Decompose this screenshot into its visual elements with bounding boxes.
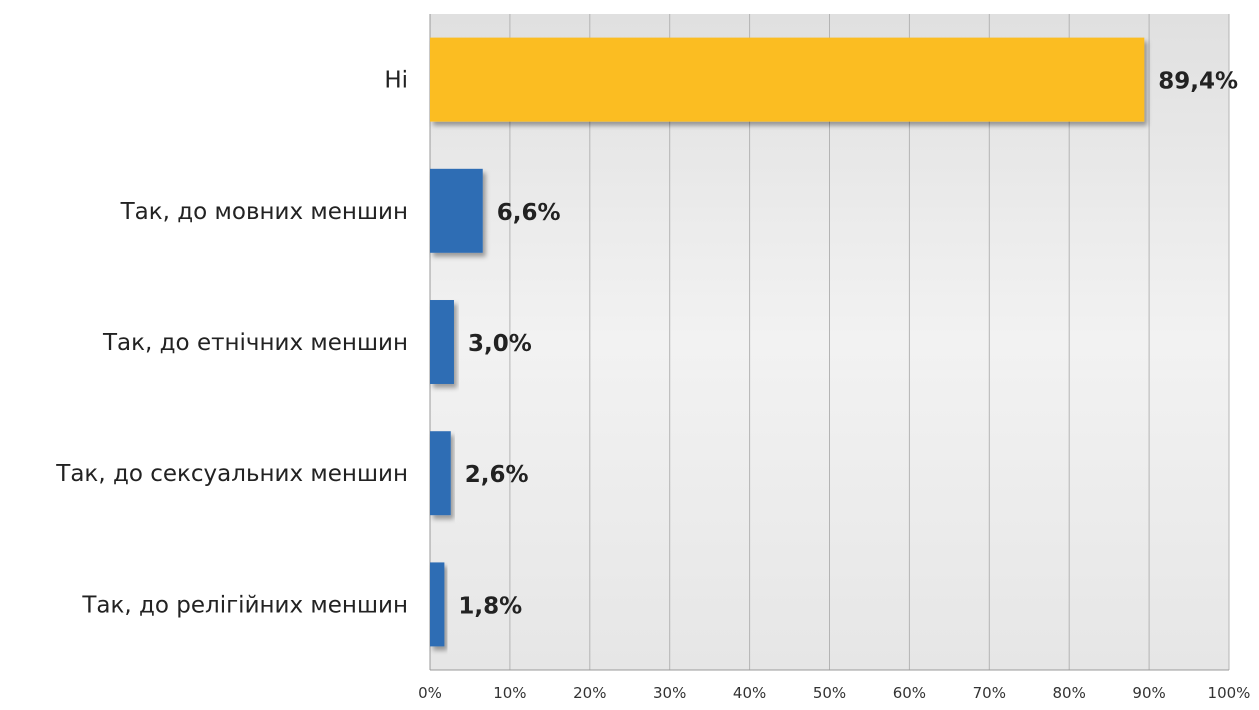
category-label: Ні <box>384 68 408 94</box>
data-label: 89,4% <box>1158 69 1238 95</box>
x-tick-label: 30% <box>653 684 686 702</box>
bar <box>430 431 451 516</box>
x-tick-label: 80% <box>1053 684 1086 702</box>
category-label: Так, до релігійних меншин <box>81 592 408 618</box>
x-tick-label: 0% <box>418 684 442 702</box>
category-label: Так, до етнічних меншин <box>102 330 408 356</box>
x-tick-label: 40% <box>733 684 766 702</box>
bar <box>430 562 445 647</box>
x-tick-label: 100% <box>1208 684 1251 702</box>
bar <box>430 37 1145 122</box>
x-tick-label: 90% <box>1132 684 1165 702</box>
x-tick-label: 10% <box>493 684 526 702</box>
bar <box>430 168 483 253</box>
data-label: 2,6% <box>465 462 529 488</box>
bar <box>430 300 454 384</box>
category-label: Так, до мовних меншин <box>120 199 408 225</box>
x-tick-label: 20% <box>573 684 606 702</box>
x-tick-label: 60% <box>893 684 926 702</box>
data-label: 6,6% <box>497 200 561 226</box>
data-label: 1,8% <box>458 593 522 619</box>
x-tick-label: 70% <box>973 684 1006 702</box>
data-label: 3,0% <box>468 331 532 357</box>
category-label: Так, до сексуальних меншин <box>55 461 408 487</box>
x-tick-label: 50% <box>813 684 846 702</box>
